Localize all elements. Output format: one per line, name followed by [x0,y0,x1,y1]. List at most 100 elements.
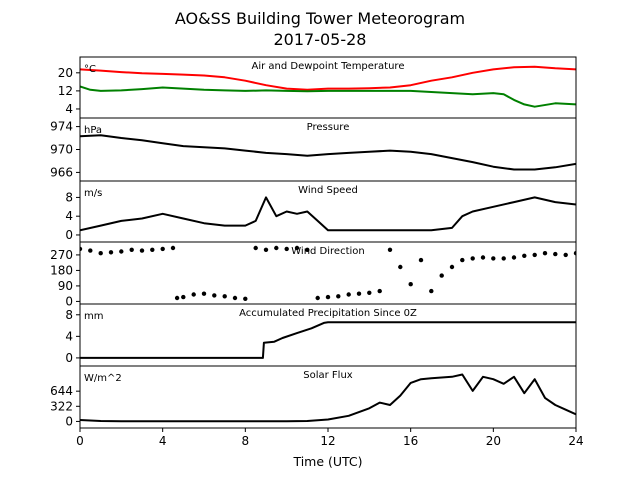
panel-unit: m/s [84,188,102,199]
y-tick-label: 8 [65,308,73,322]
wind-direction-point [325,294,331,300]
panel-background [80,118,576,181]
x-tick-label: 24 [568,434,583,448]
panel-unit: mm [84,311,103,322]
wind-direction-point [129,247,134,252]
x-tick-label: 20 [486,434,501,448]
wind-direction-point [80,246,83,252]
y-tick-label: 270 [50,248,73,262]
panel-title: Solar Flux [303,370,353,381]
wind-direction-point [201,291,207,296]
air-and-dewpoint-temperature-series-0 [80,65,576,91]
wind-direction-point [449,264,455,270]
panel-unit: W/m^2 [84,373,122,384]
panel-unit: hPa [84,125,102,136]
y-tick-label: 20 [58,66,73,80]
panel-title: Air and Dewpoint Temperature [252,61,405,72]
panel-background [80,304,576,366]
y-tick-label: 322 [50,399,73,413]
wind-direction-point [470,256,475,261]
y-tick-label: 90 [58,279,73,293]
panel-title: Wind Direction [291,246,365,257]
wind-direction-point [160,246,165,252]
y-tick-label: 180 [50,263,73,277]
y-tick-label: 8 [65,190,73,204]
wind-direction-point [139,248,145,253]
wind-direction-point [377,288,382,294]
wind-direction-point [174,295,180,301]
wind-direction-point [553,251,558,257]
panel-title: Wind Speed [298,185,358,196]
wind-direction-point [119,249,124,254]
wind-direction-point [491,256,496,261]
x-tick-label: 16 [403,434,418,448]
y-tick-label: 0 [65,351,73,365]
x-tick-label: 8 [242,434,250,448]
wind-direction-point [98,251,103,256]
wind-direction-point [88,248,93,253]
y-tick-label: 0 [65,294,73,308]
solar-flux-series-0 [80,373,576,423]
wind-direction-point [108,250,114,255]
wind-direction-point [439,273,444,278]
x-tick-label: 0 [76,434,84,448]
y-tick-label: 4 [65,209,73,223]
wind-direction-point [501,256,506,261]
wind-direction-point [181,294,186,300]
wind-direction-point [222,294,227,299]
y-tick-label: 644 [50,384,73,398]
y-tick-label: 4 [65,329,73,343]
panel-background [80,242,576,304]
wind-direction-point [522,253,527,258]
wind-direction-point [542,251,548,256]
y-tick-label: 970 [50,143,73,157]
x-axis-label: Time (UTC) [292,454,362,469]
wind-direction-point [532,252,537,258]
x-tick-label: 4 [159,434,167,448]
wind-direction-point [387,247,393,252]
wind-direction-point [356,291,362,296]
wind-direction-point [253,245,258,251]
y-tick-label: 974 [50,120,73,134]
wind-direction-point [563,252,568,258]
wind-direction-point [243,296,248,301]
wind-direction-point [315,295,320,301]
panels-group: 4 12 20 Air and Dewpoint Temperature °C 966 97… [50,56,577,429]
y-tick-label: 966 [50,165,73,179]
wind-direction-point [408,282,413,287]
wind-speed-series-0 [80,196,576,232]
panel-air-and-dewpoint-temperature: 4 12 20 Air and Dewpoint Temperature °C [58,56,577,119]
wind-direction-point [418,257,424,263]
accumulated-precipitation-since-0z-series-0 [80,321,576,359]
panel-unit: °C [84,64,96,75]
wind-direction-point [573,251,576,256]
wind-direction-point [263,247,269,252]
wind-direction-point [191,292,196,297]
wind-direction-point [170,245,176,251]
wind-direction-point [274,245,279,251]
panel-background [80,181,576,242]
panel-title: Pressure [307,122,350,133]
panel-accumulated-precipitation-since-0z: 0 4 8 Accumulated Precipitation Since 0Z mm [65,303,577,367]
wind-direction-point [429,288,434,294]
x-tick-label: 12 [320,434,335,448]
y-tick-label: 0 [65,228,73,242]
wind-direction-point [511,255,517,260]
wind-direction-point [367,290,372,295]
panel-title: Accumulated Precipitation Since 0Z [239,308,417,319]
wind-direction-point [346,292,351,297]
panel-background [80,366,576,428]
panel-wind-speed: 0 4 8 Wind Speed m/s [65,180,577,243]
wind-direction-point [284,246,289,252]
wind-direction-point [232,295,238,301]
wind-direction-point [460,257,465,263]
wind-direction-point [480,255,486,260]
y-tick-label: 12 [58,84,73,98]
figure-subtitle: 2017-05-28 [274,30,367,49]
wind-direction-point [305,247,310,252]
y-tick-label: 0 [65,414,73,428]
wind-direction-point [336,294,341,299]
